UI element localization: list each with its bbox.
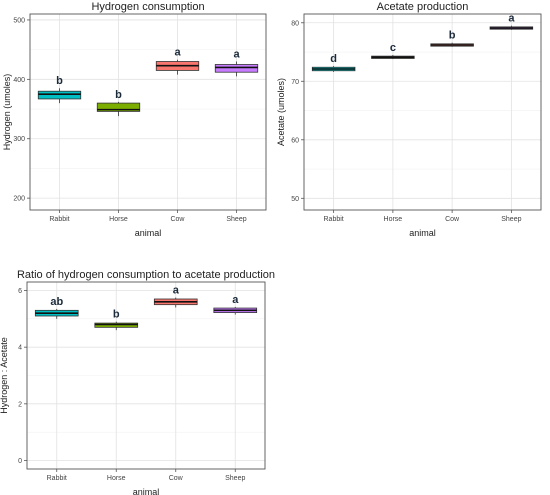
y-tick-label: 300 (13, 136, 25, 143)
y-tick-label: 50 (291, 196, 299, 203)
chart-title: Hydrogen consumption (91, 1, 204, 13)
significance-letter: c (390, 42, 396, 54)
chart-panel-1: b b a a 200 300 400 500 Rabbit Horse Cow Sheep Hydro… (2, 1, 267, 238)
significance-letter: b (113, 309, 120, 321)
x-tick-label: Sheep (501, 216, 521, 223)
x-tick-label: Sheep (226, 216, 246, 223)
box-cow: a (153, 285, 198, 308)
box-sheep: a (214, 49, 259, 77)
plot-background (30, 14, 266, 210)
box-sheep: a (213, 294, 258, 315)
x-tick-label: Cow (445, 216, 460, 223)
plot-frame (26, 281, 266, 470)
y-tick-label: 4 (18, 345, 22, 352)
significance-letter: a (174, 47, 181, 59)
significance-letter: b (449, 30, 456, 42)
x-tick-label: Horse (384, 216, 403, 223)
chart-panel-3: ab b a a 0 2 4 6 Rabbit Horse Cow Sheep Ratio of hyd… (0, 269, 275, 495)
plot-frame (303, 13, 542, 211)
plot-background (304, 14, 541, 210)
y-tick-label: 200 (13, 196, 25, 203)
y-tick-label: 500 (13, 17, 25, 24)
significance-letter: a (232, 294, 239, 306)
chart-panel-2: d c b a 50 60 70 80 Rabbit Horse Cow Sheep Acetate p… (276, 1, 542, 238)
x-tick-label: Rabbit (324, 216, 344, 223)
box-cow: b (430, 30, 474, 47)
significance-letter: a (173, 285, 180, 297)
y-tick-label: 60 (291, 137, 299, 144)
x-axis-title: animal (409, 228, 436, 238)
y-tick-label: 6 (18, 288, 22, 295)
significance-letter: a (508, 13, 515, 25)
y-tick-label: 400 (13, 77, 25, 84)
y-axis-title: Hydrogen (umoles) (2, 74, 12, 151)
box-horse: c (371, 42, 415, 60)
x-tick-label: Rabbit (47, 475, 67, 482)
chart-title: Ratio of hydrogen consumption to acetate… (17, 269, 275, 281)
significance-letter: b (56, 75, 63, 87)
x-tick-label: Horse (107, 475, 126, 482)
significance-letter: b (115, 89, 122, 101)
y-tick-label: 80 (291, 20, 299, 27)
box-horse: b (94, 309, 139, 331)
box-rect (37, 90, 82, 100)
box-horse: b (96, 89, 141, 117)
box-rabbit: b (37, 75, 82, 104)
box-rect (96, 102, 141, 112)
x-tick-label: Horse (109, 216, 128, 223)
y-axis-title: Hydrogen : Acetate (0, 337, 9, 414)
box-rect (214, 64, 259, 73)
x-axis-title: animal (135, 228, 162, 238)
box-sheep: a (489, 13, 534, 30)
y-tick-label: 0 (18, 458, 22, 465)
chart-title: Acetate production (377, 1, 469, 13)
x-tick-label: Cow (169, 475, 184, 482)
x-tick-label: Cow (170, 216, 185, 223)
significance-letter: ab (50, 296, 63, 308)
box-rabbit: d (311, 53, 356, 72)
y-tick-label: 2 (18, 401, 22, 408)
x-tick-label: Rabbit (49, 216, 69, 223)
y-tick-label: 70 (291, 79, 299, 86)
significance-letter: d (330, 53, 337, 65)
x-axis-title: animal (133, 487, 160, 495)
plot-frame (29, 13, 267, 211)
x-tick-label: Sheep (225, 475, 245, 482)
box-cow: a (155, 47, 200, 75)
box-rabbit: ab (34, 296, 79, 319)
significance-letter: a (233, 49, 240, 61)
y-axis-title: Acetate (umoles) (276, 78, 286, 146)
